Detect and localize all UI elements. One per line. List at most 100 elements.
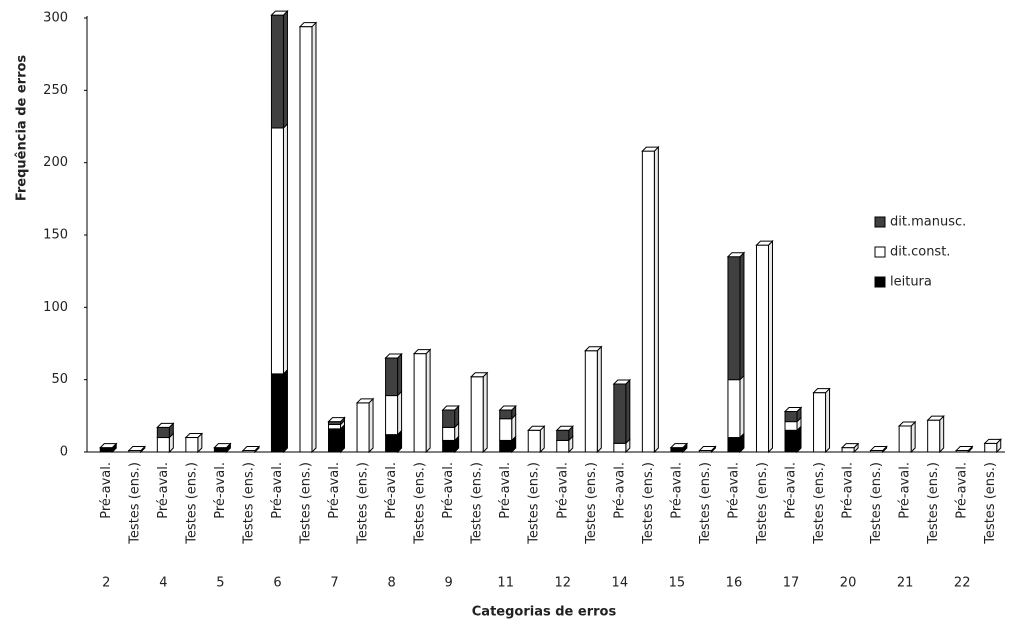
bar-segment [328,424,342,430]
bar-side [739,374,745,439]
bar-segment [527,429,541,453]
bar-segment [156,437,170,453]
x-tick-label: Testes (ens.) [298,462,313,545]
legend-label: leitura [890,275,932,290]
bar-top [298,22,318,28]
group-label: 22 [954,576,971,591]
x-tick-label: Pré-aval. [784,462,799,519]
bar-segment [727,437,741,453]
group-label: 14 [612,576,629,591]
x-tick-label: Pré-aval. [898,462,913,519]
bar-side [397,352,403,397]
bar-segment [499,409,513,420]
bar-side [311,21,317,454]
y-tick-label: 0 [60,445,68,460]
x-tick-label: Testes (ens.) [641,462,656,545]
bar-top [270,10,289,16]
bar-top [555,425,574,431]
x-tick-label: Testes (ens.) [869,462,884,545]
bar-segment [670,447,684,453]
x-tick-label: Testes (ens.) [356,462,371,545]
x-tick-label: Pré-aval. [612,462,627,519]
bar-side [482,371,488,454]
x-tick-label: Pré-aval. [841,462,856,519]
bar-segment [213,447,227,453]
group-label: 7 [330,576,338,591]
group-label: 17 [783,576,800,591]
bar-top [527,425,546,431]
bar-segment [270,14,284,129]
bar-top [641,146,660,152]
x-tick-label: Testes (ens.) [584,462,599,545]
legend-swatch [874,276,886,288]
bar-side [596,345,602,454]
bar-segment [299,26,313,453]
x-tick-label: Pré-aval. [327,462,342,519]
bar-segment [270,373,284,453]
bar-top [99,443,118,449]
y-tick-label: 300 [43,11,68,26]
x-tick-label: Pré-aval. [441,462,456,519]
bar-top [412,349,432,355]
y-tick-label: 150 [43,228,68,243]
bar-segment [328,428,342,453]
bar-side [368,397,374,454]
y-tick-label: 250 [43,83,68,98]
x-tick-label: Pré-aval. [669,462,684,519]
bar-segment [784,421,798,431]
bar-segment [556,439,570,453]
bar-top [669,443,689,449]
bar-segment [641,150,655,453]
x-axis-title: Categorias de erros [472,605,617,620]
bar-segment [613,442,627,453]
group-label: 21 [897,576,914,591]
bar-top [441,405,460,411]
bar-segment [841,447,855,453]
y-tick-label: 50 [51,372,68,387]
bar-top [812,388,831,394]
bar-segment [99,447,113,453]
group-label: 11 [497,576,514,591]
bar-segment [613,383,627,444]
x-tick-label: Testes (ens.) [698,462,713,545]
bar-top [584,346,603,352]
bar-segment [727,256,741,381]
group-label: 16 [726,576,743,591]
bar-top [498,405,517,411]
bar-segment [984,442,998,453]
x-tick-label: Testes (ens.) [470,462,485,545]
group-label: 12 [554,576,571,591]
bar-segment [385,395,399,436]
bar-top [355,398,375,404]
bar-segment [499,418,513,441]
bar-side [910,420,916,454]
x-tick-label: Pré-aval. [384,462,399,519]
legend-swatch [874,246,886,258]
x-tick-label: Testes (ens.) [812,462,827,545]
x-tick-label: Testes (ens.) [127,462,142,545]
bar-segment [413,353,427,453]
bar-segment [385,357,399,397]
bar-segment [556,429,570,441]
bar-segment [356,402,370,453]
bar-segment [727,379,741,439]
bar-segment [784,410,798,423]
bar-side [425,348,431,454]
bar-side [825,387,831,454]
bar-top [327,417,346,423]
bar-segment [898,425,912,453]
x-tick-label: Pré-aval. [555,462,570,519]
bar-side [767,239,773,454]
x-tick-label: Pré-aval. [99,462,114,519]
x-tick-label: Testes (ens.) [527,462,542,545]
bar-segment [442,409,456,428]
bar-top [926,415,945,421]
bar-top [755,240,774,246]
x-tick-label: Testes (ens.) [983,462,998,545]
group-label: 9 [445,576,453,591]
group-label: 8 [387,576,395,591]
bar-top [612,379,632,385]
x-tick-label: Pré-aval. [955,462,970,519]
bar-top [869,446,888,452]
